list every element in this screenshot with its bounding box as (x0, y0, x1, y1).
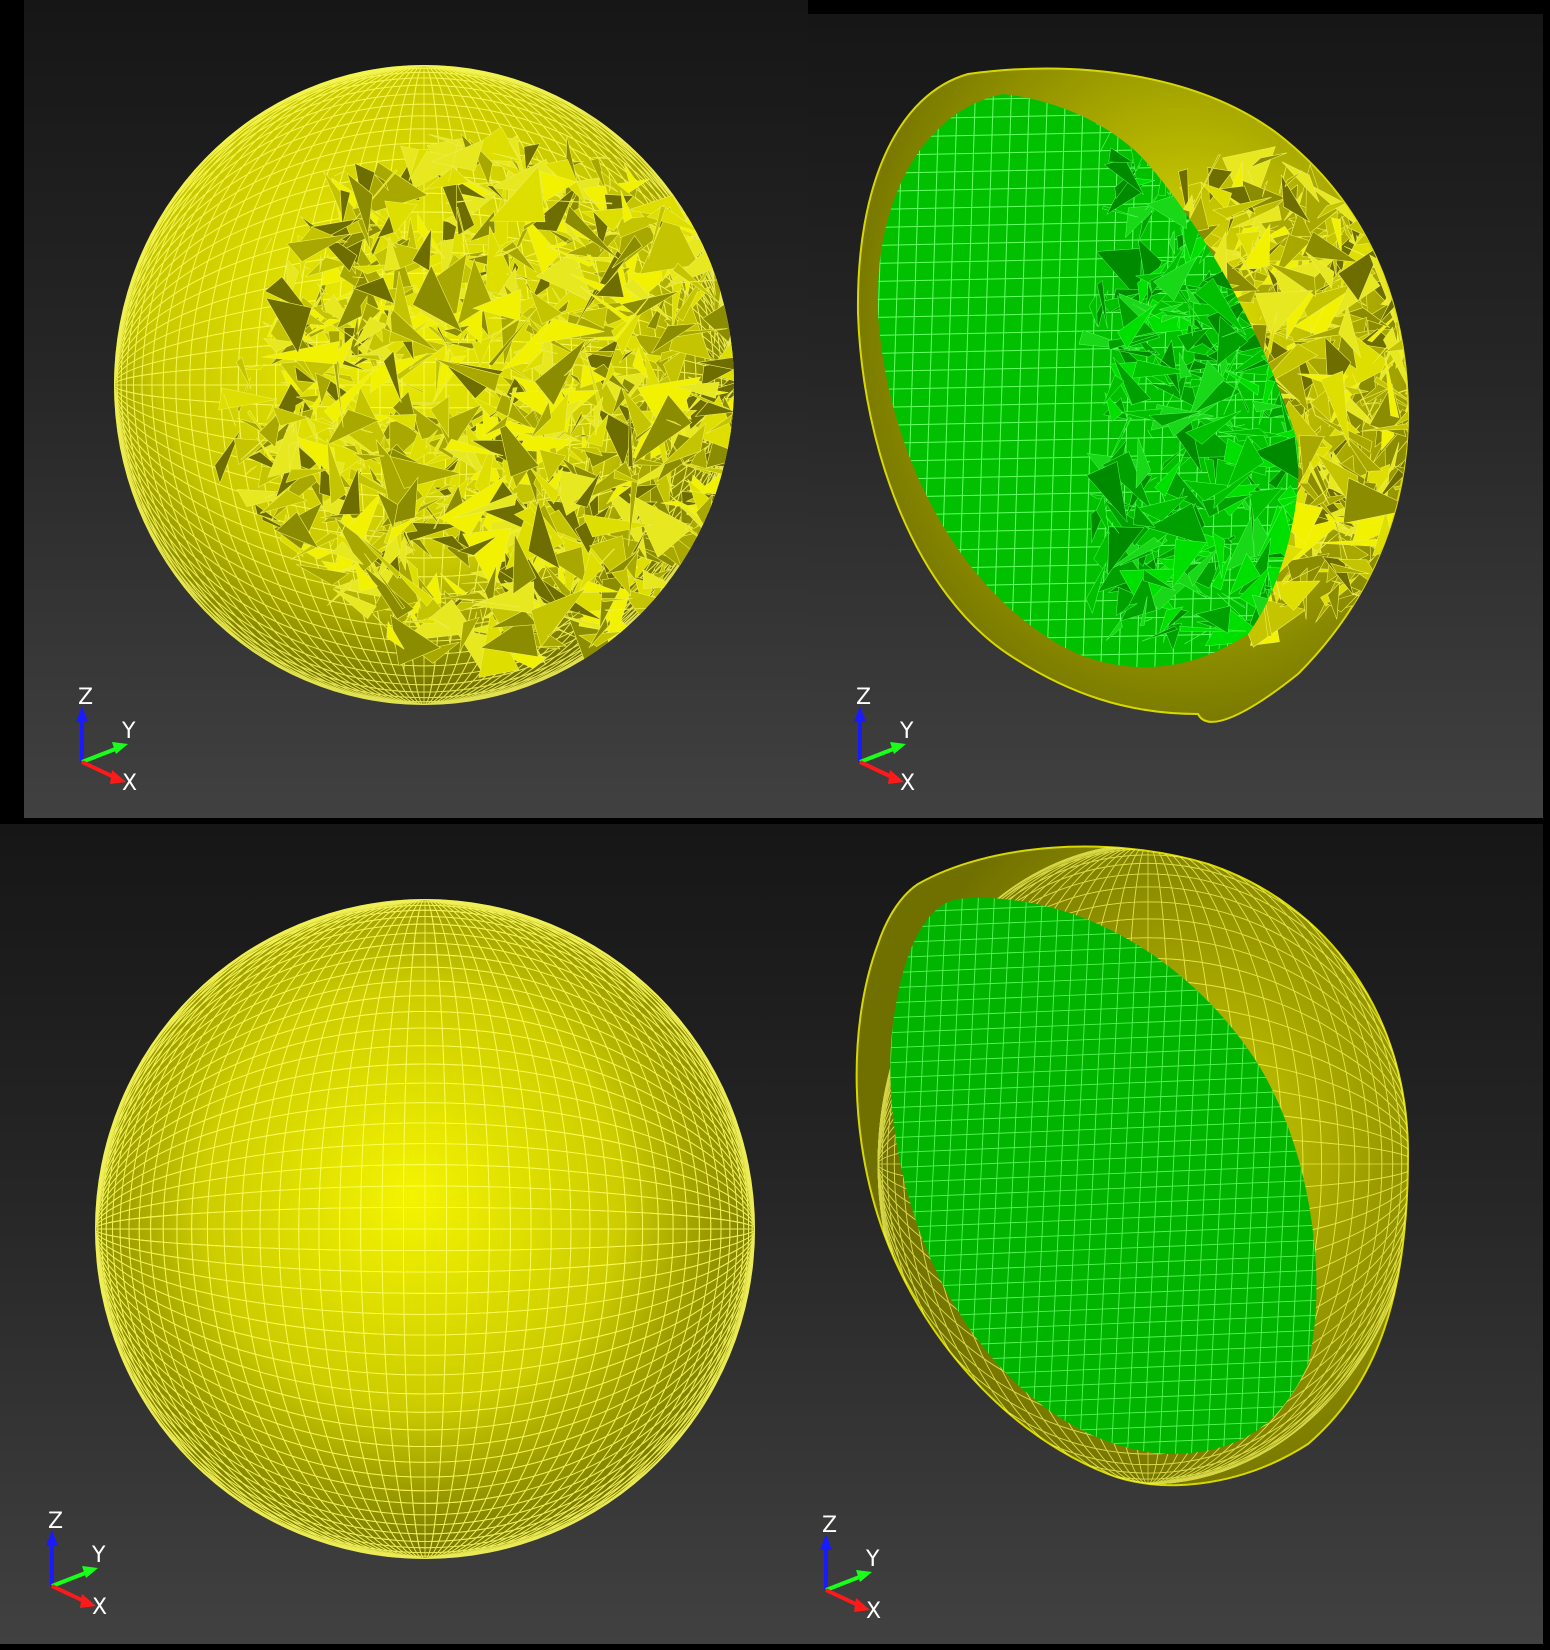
sphere-shell (95, 899, 755, 1559)
axis-x-label: X (866, 1599, 881, 1624)
axis-z-label: Z (822, 1513, 837, 1538)
axis-y-label: Y (865, 1547, 880, 1572)
axis-triad: Z Y X (838, 685, 928, 796)
axis-z-label: Z (48, 1509, 63, 1534)
viewport-top-left[interactable]: Z Y X (24, 0, 808, 818)
faceted-sphere-model (114, 65, 734, 705)
faceted-cut-sphere-model (856, 67, 1410, 723)
faceted-region (214, 126, 734, 678)
cut-face-core (890, 897, 1317, 1454)
viewport-bottom-left[interactable]: Z Y X (0, 824, 808, 1644)
axis-z-label: Z (856, 685, 871, 710)
smooth-sphere-model (95, 899, 755, 1559)
sphere-mesh-grid (95, 899, 755, 1559)
axis-y-label: Y (121, 719, 136, 744)
smooth-cut-sphere-model (855, 845, 1410, 1487)
axis-y-label: Y (899, 719, 914, 744)
viewport-top-right[interactable]: Z Y X (808, 14, 1543, 818)
axis-triad: Z Y X (60, 685, 150, 796)
axis-x-label: X (92, 1595, 107, 1620)
axis-y-label: Y (91, 1543, 106, 1568)
axis-x-label: X (900, 771, 915, 796)
axis-x-label: X (122, 771, 137, 796)
axis-triad: Z Y X (30, 1509, 120, 1620)
axis-z-label: Z (78, 685, 93, 710)
viewport-bottom-right[interactable]: Z Y X (808, 824, 1543, 1644)
axis-triad: Z Y X (808, 1513, 894, 1624)
